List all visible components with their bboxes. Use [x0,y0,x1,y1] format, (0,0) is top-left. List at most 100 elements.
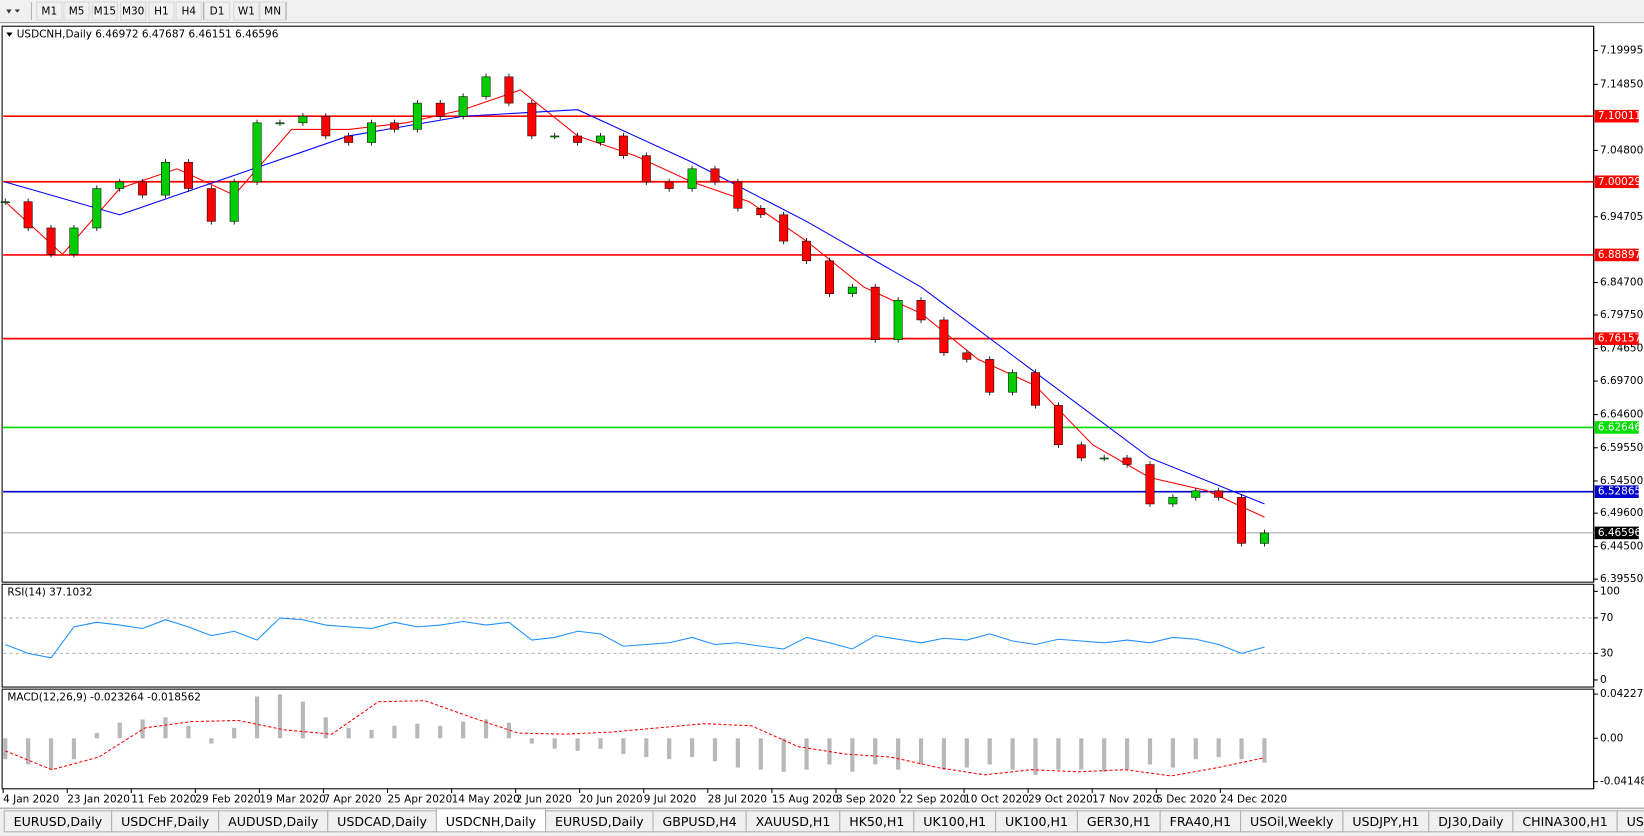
timeframe-button[interactable] [91,1,118,21]
macd-bar [483,719,489,739]
candle [687,168,697,189]
y-tick-label: 6.39550 [1600,573,1643,585]
macd-bar [323,717,328,739]
timeframe-button[interactable] [175,1,202,21]
moving-average [5,109,1265,505]
level-label-bg [1594,248,1639,262]
tab-label[interactable]: EURUSD,Daily [555,814,644,829]
candle [618,135,628,156]
tab-label[interactable]: USOil, [1627,814,1644,829]
macd-bar [71,738,77,760]
candle [321,115,331,137]
candle [229,181,239,222]
tab-label[interactable]: EURUSD,Daily [14,814,103,829]
macd-bar [689,738,695,758]
y-tick-label: 6.64600 [1600,409,1643,421]
tab-label[interactable]: GER30,H1 [1087,814,1151,829]
tab-label[interactable]: FRA40,H1 [1170,814,1232,829]
x-tick-label: 15 Aug 2020 [772,793,839,805]
tab-label[interactable]: GBPUSD,H4 [662,814,736,829]
tab-label[interactable]: UK100,H1 [923,814,986,829]
macd-bar [140,719,145,739]
candle [1259,532,1269,544]
timeframe-button[interactable] [120,1,147,21]
timeframe-button[interactable] [36,1,63,21]
y-tick-label: 70 [1600,612,1613,624]
candle [435,102,445,117]
candle [641,155,651,183]
timeframe-label: MN [264,6,281,18]
tab-label[interactable]: USOil,Weekly [1250,814,1334,829]
toolbar-dropdown[interactable] [14,9,20,13]
macd-bar [575,738,580,751]
tab[interactable] [1616,810,1644,833]
macd-bar [300,701,305,739]
timeframe-label: M1 [41,6,57,18]
tab-label[interactable]: UK100,H1 [1005,814,1068,829]
tab-label[interactable]: DJ30,Daily [1438,814,1504,829]
macd-bar [48,738,54,770]
y-tick-label: 6.54500 [1600,475,1643,487]
candle [183,161,193,189]
macd-bar [1170,738,1175,768]
tab-label[interactable]: XAUUSD,H1 [756,814,831,829]
timeframe-button[interactable] [63,1,90,21]
macd-bar [277,694,283,739]
panel-title: RSI(14) 37.1032 [7,587,92,599]
tab-label[interactable]: HK50,H1 [849,814,904,829]
title-triangle [6,32,13,37]
candle [23,201,33,229]
timeframe-button[interactable] [233,1,260,21]
x-tick-label: 5 Dec 2020 [1156,793,1216,805]
timeframe-button[interactable] [148,1,175,21]
x-tick-label: 10 Oct 2020 [964,793,1029,805]
candle [458,96,468,117]
tab-label[interactable]: AUDUSD,Daily [228,814,319,829]
timeframe-label: M30 [122,6,144,18]
x-tick-label: 14 May 2020 [452,793,520,805]
timeframe-button[interactable] [259,1,286,21]
tab-label[interactable]: CHINA300,H1 [1522,814,1607,829]
candle [824,260,834,294]
panel-frame [1,583,1595,688]
timeframe-button[interactable] [203,1,231,21]
candle [46,227,56,255]
x-tick-label: 25 Apr 2020 [388,793,453,805]
timeframe-label: H1 [154,6,169,18]
tab-label[interactable]: USDCAD,Daily [337,814,427,829]
candle [779,214,789,242]
y-tick-label: 7.19995 [1600,45,1643,57]
level-label: 6.88897 [1598,249,1641,261]
candle [138,181,148,196]
tab-label[interactable]: USDCHF,Daily [121,814,210,829]
macd-bar [1102,738,1107,772]
level-label: 6.76157 [1598,333,1641,345]
level-label-bg [1594,421,1639,434]
macd-bar [415,723,420,739]
macd-bar [163,717,168,739]
macd-bar [461,721,466,739]
tab-label[interactable]: USDCNH,Daily [446,814,537,829]
level-label: 7.10011 [1598,110,1641,122]
candle [69,227,79,255]
candle [1168,497,1178,505]
tab-label[interactable]: USDJPY,H1 [1352,814,1419,829]
toolbar-icon[interactable] [6,9,12,14]
y-tick-label: 6.74650 [1600,343,1643,355]
x-tick-label: 29 Oct 2020 [1028,793,1093,805]
x-tick-label: 2 Jun 2020 [516,793,572,805]
candle [1099,457,1109,460]
candle [985,359,995,393]
macd-bar [598,738,603,749]
candle [412,102,422,130]
y-tick-label: 0.00 [1600,732,1623,744]
timeframe-label: H4 [181,6,196,18]
y-tick-label: 7.14850 [1600,78,1643,90]
last-price-label: 6.46596 [1598,527,1641,539]
candle [916,299,926,321]
macd-bar [873,738,878,765]
candle [847,286,857,294]
y-tick-label: 6.59550 [1600,442,1643,454]
candle [344,135,354,143]
